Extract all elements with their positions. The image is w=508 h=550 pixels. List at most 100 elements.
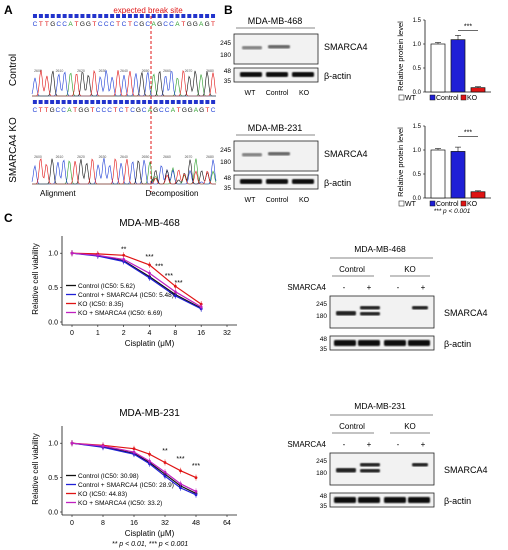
band-label: SMARCA4 bbox=[324, 42, 368, 52]
base-letter: T bbox=[45, 21, 49, 28]
legend-swatch bbox=[429, 200, 436, 207]
legend-swatch bbox=[398, 200, 405, 207]
protein-band bbox=[360, 306, 380, 310]
base-letter: C bbox=[110, 21, 115, 28]
viability-chart-468: MDA-MB-468 0.0 0.5 1.0 0 1 2 4 8 16 32 Cisplatin (μ… bbox=[31, 218, 237, 348]
quality-block bbox=[193, 100, 198, 104]
mw-marker: 245 bbox=[220, 40, 231, 47]
row-label-control: Control bbox=[8, 54, 19, 86]
sig-stars: *** bbox=[176, 456, 184, 463]
protein-band bbox=[240, 72, 262, 77]
base-letter: C bbox=[159, 107, 164, 114]
x-tick-label: 16 bbox=[130, 520, 138, 527]
quality-block bbox=[73, 100, 78, 104]
quality-block bbox=[61, 100, 66, 104]
legend-label: KO (IC50: 44.83) bbox=[78, 491, 127, 498]
quality-block bbox=[136, 100, 141, 104]
protein-band bbox=[266, 72, 288, 77]
y-tick-label: 0.0 bbox=[48, 510, 58, 517]
base-letter: G bbox=[188, 107, 193, 114]
sig-stars: *** bbox=[155, 263, 163, 270]
base-letter: C bbox=[134, 21, 139, 28]
legend-swatch bbox=[460, 200, 467, 207]
y-axis-label: Relative protein level bbox=[396, 127, 405, 197]
y-axis-label: Relative cell viability bbox=[31, 243, 40, 315]
mw-marker: 35 bbox=[224, 78, 232, 85]
position-tick: 2650 bbox=[142, 155, 150, 159]
sign-label: - bbox=[397, 283, 400, 292]
chart-title: MDA-MB-468 bbox=[119, 218, 180, 229]
quality-block bbox=[159, 100, 164, 104]
legend-swatch bbox=[460, 94, 467, 101]
quality-block bbox=[130, 100, 135, 104]
x-tick-label: 0 bbox=[70, 520, 74, 527]
base-letter: C bbox=[119, 107, 124, 114]
base-letter: T bbox=[113, 107, 117, 114]
base-letter: C bbox=[61, 107, 66, 114]
quality-block bbox=[50, 14, 55, 18]
legend-label: Control + SMARCA4 (IC50: 28.9) bbox=[78, 482, 174, 489]
quality-block bbox=[38, 14, 43, 18]
quality-block bbox=[199, 100, 204, 104]
quality-block bbox=[92, 14, 97, 18]
blot-membrane bbox=[329, 492, 435, 508]
base-letter: T bbox=[177, 107, 181, 114]
base-letter: T bbox=[125, 107, 129, 114]
quality-block bbox=[151, 14, 156, 18]
position-tick: 2630 bbox=[99, 155, 107, 159]
position-tick: 2600 bbox=[34, 69, 42, 73]
protein-band bbox=[268, 45, 290, 49]
position-tick: 2620 bbox=[77, 155, 85, 159]
quality-block bbox=[44, 100, 49, 104]
quality-block bbox=[110, 14, 115, 18]
series-line bbox=[71, 252, 202, 305]
panel-c-footnote: ** p < 0.01, *** p < 0.001 bbox=[112, 541, 188, 548]
protein-band bbox=[412, 463, 428, 467]
base-letter: C bbox=[211, 107, 216, 114]
base-letter: C bbox=[56, 21, 61, 28]
quality-block bbox=[104, 14, 109, 18]
alignment-label: Alignment bbox=[40, 189, 76, 198]
chromatogram-control bbox=[31, 69, 217, 97]
chart-title: MDA-MB-231 bbox=[119, 408, 180, 419]
sign-label: + bbox=[421, 440, 426, 449]
base-letter: T bbox=[39, 107, 43, 114]
mw-marker: 35 bbox=[224, 185, 232, 192]
mw-marker: 180 bbox=[316, 470, 327, 477]
quality-block bbox=[176, 100, 181, 104]
trace-C bbox=[31, 70, 216, 97]
lane-label: Control bbox=[266, 90, 289, 97]
x-tick-label: 32 bbox=[223, 330, 231, 337]
sign-label: - bbox=[343, 440, 346, 449]
base-letter: G bbox=[86, 21, 91, 28]
mw-marker: 245 bbox=[220, 147, 231, 154]
quality-block bbox=[101, 100, 106, 104]
sig-stars: *** bbox=[174, 280, 182, 287]
x-axis-label: Cisplatin (μM) bbox=[125, 339, 175, 348]
bar-charts-b: 0.0 0.5 1.0 1.5 Relative protein level *** WT C… bbox=[396, 18, 491, 208]
quality-block bbox=[157, 14, 162, 18]
x-tick-label: 64 bbox=[223, 520, 231, 527]
position-tick: 2610 bbox=[56, 155, 64, 159]
protein-band bbox=[266, 179, 288, 184]
base-letter: G bbox=[199, 107, 204, 114]
panel-letter-b: B bbox=[224, 3, 233, 17]
legend-label: KO + SMARCA4 (IC50: 33.2) bbox=[78, 500, 162, 507]
x-tick-label: 8 bbox=[101, 520, 105, 527]
quality-block bbox=[44, 14, 49, 18]
base-letter: C bbox=[163, 21, 168, 28]
y-tick-label: 0.5 bbox=[48, 285, 58, 292]
quality-block bbox=[90, 100, 95, 104]
tick-row: 2600 2610 2620 2630 2640 2650 2660 2670 2680 bbox=[34, 155, 214, 159]
quality-block bbox=[199, 14, 204, 18]
mw-marker: 48 bbox=[320, 493, 328, 500]
quality-block bbox=[84, 100, 89, 104]
quality-block bbox=[50, 100, 55, 104]
y-tick-label: 1.5 bbox=[413, 124, 422, 130]
chromatogram-ko bbox=[31, 158, 217, 185]
blot-membrane bbox=[233, 140, 319, 172]
mw-marker: 180 bbox=[220, 159, 231, 166]
legend-label: Control bbox=[436, 95, 459, 102]
quality-block bbox=[182, 100, 187, 104]
bar bbox=[450, 151, 466, 199]
